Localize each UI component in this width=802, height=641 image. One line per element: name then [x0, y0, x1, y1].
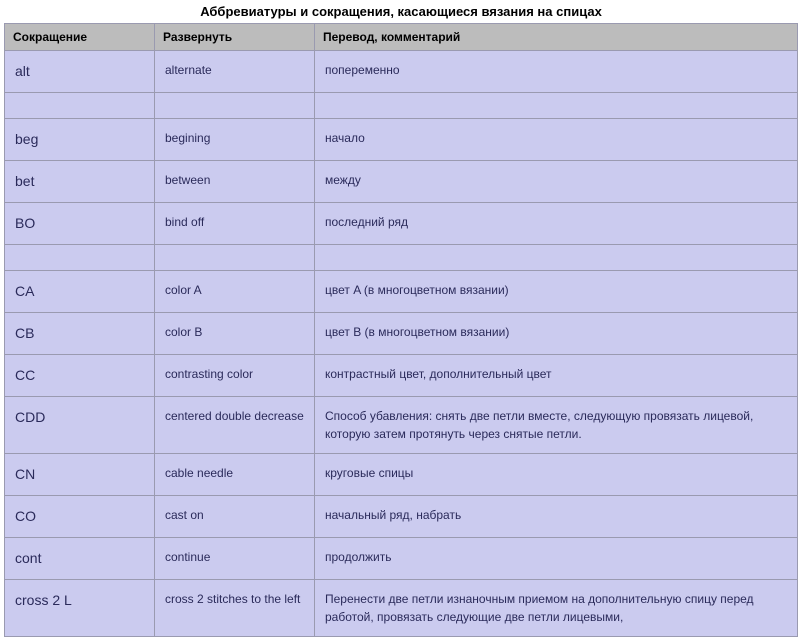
- col-header-expand: Развернуть: [155, 24, 315, 51]
- spacer-cell: [315, 245, 798, 271]
- page-title: Аббревиатуры и сокращения, касающиеся вя…: [4, 4, 798, 19]
- cell-abbr: CC: [5, 355, 155, 397]
- cell-trans: между: [315, 161, 798, 203]
- cell-abbr: CN: [5, 454, 155, 496]
- table-row: CCcontrasting colorконтрастный цвет, доп…: [5, 355, 798, 397]
- spacer-cell: [155, 245, 315, 271]
- table-row: CDDcentered double decreaseСпособ убавле…: [5, 397, 798, 454]
- table-row: BObind offпоследний ряд: [5, 203, 798, 245]
- cell-trans: Перенести две петли изнаночным приемом н…: [315, 580, 798, 637]
- cell-trans: начальный ряд, набрать: [315, 496, 798, 538]
- table-row: [5, 245, 798, 271]
- table-row: betbetweenмежду: [5, 161, 798, 203]
- cell-abbr: beg: [5, 119, 155, 161]
- table-row: COcast onначальный ряд, набрать: [5, 496, 798, 538]
- table-row: altalternateпопеременно: [5, 51, 798, 93]
- cell-trans: попеременно: [315, 51, 798, 93]
- cell-expand: centered double decrease: [155, 397, 315, 454]
- cell-abbr: CDD: [5, 397, 155, 454]
- cell-abbr: alt: [5, 51, 155, 93]
- cell-trans: контрастный цвет, дополнительный цвет: [315, 355, 798, 397]
- cell-trans: последний ряд: [315, 203, 798, 245]
- cell-expand: begining: [155, 119, 315, 161]
- col-header-abbr: Сокращение: [5, 24, 155, 51]
- spacer-cell: [315, 93, 798, 119]
- cell-abbr: BO: [5, 203, 155, 245]
- cell-expand: contrasting color: [155, 355, 315, 397]
- cell-expand: cross 2 stitches to the left: [155, 580, 315, 637]
- table-header-row: Сокращение Развернуть Перевод, комментар…: [5, 24, 798, 51]
- cell-expand: alternate: [155, 51, 315, 93]
- cell-expand: between: [155, 161, 315, 203]
- table-row: [5, 93, 798, 119]
- table-row: begbeginingначало: [5, 119, 798, 161]
- cell-abbr: cross 2 L: [5, 580, 155, 637]
- cell-trans: цвет A (в многоцветном вязании): [315, 271, 798, 313]
- spacer-cell: [5, 93, 155, 119]
- cell-abbr: CB: [5, 313, 155, 355]
- cell-abbr: bet: [5, 161, 155, 203]
- cell-trans: продолжить: [315, 538, 798, 580]
- cell-expand: continue: [155, 538, 315, 580]
- cell-trans: Способ убавления: снять две петли вместе…: [315, 397, 798, 454]
- abbreviations-table: Сокращение Развернуть Перевод, комментар…: [4, 23, 798, 637]
- cell-expand: color A: [155, 271, 315, 313]
- cell-trans: круговые спицы: [315, 454, 798, 496]
- table-row: contcontinueпродолжить: [5, 538, 798, 580]
- table-row: CAcolor Aцвет A (в многоцветном вязании): [5, 271, 798, 313]
- cell-trans: цвет B (в многоцветном вязании): [315, 313, 798, 355]
- table-row: cross 2 Lcross 2 stitches to the leftПер…: [5, 580, 798, 637]
- cell-abbr: CA: [5, 271, 155, 313]
- cell-expand: bind off: [155, 203, 315, 245]
- spacer-cell: [155, 93, 315, 119]
- cell-trans: начало: [315, 119, 798, 161]
- cell-expand: cable needle: [155, 454, 315, 496]
- cell-abbr: CO: [5, 496, 155, 538]
- cell-abbr: cont: [5, 538, 155, 580]
- col-header-trans: Перевод, комментарий: [315, 24, 798, 51]
- cell-expand: cast on: [155, 496, 315, 538]
- table-row: CNcable needleкруговые спицы: [5, 454, 798, 496]
- cell-expand: color B: [155, 313, 315, 355]
- table-body: altalternateпопеременно begbeginingначал…: [5, 51, 798, 637]
- spacer-cell: [5, 245, 155, 271]
- table-row: CBcolor Bцвет B (в многоцветном вязании): [5, 313, 798, 355]
